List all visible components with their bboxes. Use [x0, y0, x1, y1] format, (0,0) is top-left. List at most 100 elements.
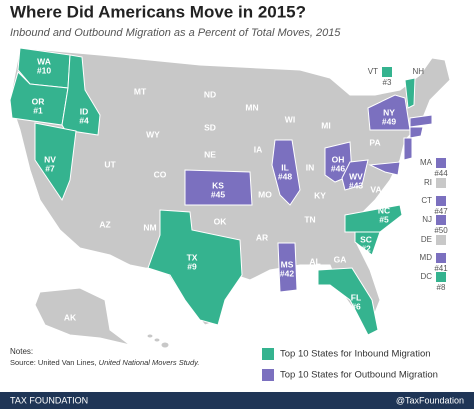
callout-swatch — [436, 272, 446, 282]
state-rank: #45 — [211, 189, 225, 199]
state-abbr: IL — [281, 162, 289, 172]
state-rank: #48 — [278, 171, 292, 181]
callout-abbr: DE — [421, 235, 432, 244]
state-abbr: WI — [285, 114, 295, 124]
state-rank: #46 — [331, 163, 345, 173]
state-abbr: FL — [351, 292, 361, 302]
state-abbr: WV — [349, 171, 363, 181]
subtitle: Inbound and Outbound Migration as a Perc… — [10, 27, 341, 39]
callout-abbr: VT — [368, 67, 378, 76]
state-abbr: CO — [154, 169, 167, 179]
footer-brand: TAX FOUNDATION — [10, 395, 88, 405]
state-rank: #4 — [79, 115, 89, 125]
callout-rank: #50 — [434, 226, 448, 235]
state-shape — [354, 231, 381, 256]
state-abbr: GA — [334, 254, 347, 264]
state-rank: #1 — [33, 105, 43, 115]
state-shapes — [9, 47, 433, 336]
state-abbr: OK — [214, 216, 228, 226]
callout-abbr: MA — [420, 158, 433, 167]
state-shape — [147, 209, 243, 326]
state-abbr: SD — [204, 122, 216, 132]
callout-swatch — [436, 235, 446, 245]
callout-rank: #41 — [434, 264, 448, 273]
state-abbr: AR — [256, 232, 268, 242]
state-rank: #5 — [379, 214, 389, 224]
source-italic: United National Movers Study. — [99, 358, 200, 367]
callout-rank: #3 — [383, 78, 392, 87]
callout-swatch — [382, 67, 392, 77]
callout-swatch — [428, 67, 438, 77]
legend-label: Top 10 States for Inbound Migration — [280, 349, 431, 360]
state-abbr: OH — [332, 154, 345, 164]
state-abbr: WA — [37, 56, 51, 66]
callout-abbr: DC — [420, 272, 432, 281]
state-abbr: VA — [370, 184, 381, 194]
callout-rank: #47 — [434, 207, 448, 216]
state-shape — [341, 159, 369, 191]
state-abbr: KS — [212, 180, 224, 190]
state-abbr: NY — [383, 107, 395, 117]
state-abbr: UT — [104, 159, 116, 169]
notes-source: Source: United Van Lines, United Nationa… — [10, 358, 199, 367]
state-rank: #10 — [37, 65, 51, 75]
state-shape — [403, 137, 413, 161]
state-shape — [409, 114, 433, 128]
state-rank: #6 — [351, 301, 361, 311]
state-abbr: MO — [258, 189, 272, 199]
callout-abbr: MD — [420, 253, 433, 262]
state-abbr: MT — [134, 86, 147, 96]
callout-abbr: NJ — [422, 215, 432, 224]
state-abbr: ID — [80, 106, 89, 116]
callout-swatch — [436, 196, 446, 206]
state-rank: #43 — [349, 180, 363, 190]
state-abbr: WY — [146, 129, 160, 139]
state-abbr: LA — [259, 279, 270, 289]
state-shape — [61, 54, 101, 136]
callout-rank: #8 — [437, 283, 446, 292]
state-rank: #49 — [382, 116, 396, 126]
state-abbr: HI — [139, 339, 148, 349]
callout-abbr: RI — [424, 178, 432, 187]
state-shape — [404, 77, 416, 109]
state-abbr: NE — [204, 149, 216, 159]
title: Where Did Americans Move in 2015? — [10, 2, 306, 21]
state-abbr: NV — [44, 154, 56, 164]
state-shape — [34, 122, 77, 202]
state-shape — [344, 204, 403, 233]
state-rank: #42 — [280, 268, 294, 278]
state-abbr: TN — [304, 214, 315, 224]
callout-swatch — [436, 178, 446, 188]
state-abbr: AL — [309, 256, 320, 266]
state-abbr: IA — [254, 144, 263, 154]
state-abbr: ND — [204, 89, 216, 99]
state-abbr: NC — [378, 205, 390, 215]
state-shape — [184, 169, 253, 206]
notes-heading: Notes: — [10, 347, 33, 356]
state-abbr: OR — [32, 96, 45, 106]
state-rank: #9 — [187, 261, 197, 271]
callout-swatch — [436, 215, 446, 225]
legend: Top 10 States for Inbound Migration Top 1… — [262, 348, 438, 381]
legend-label: Top 10 States for Outbound Migration — [280, 370, 438, 381]
legend-swatch — [262, 369, 274, 381]
legend-swatch — [262, 348, 274, 360]
callout-abbr: NH — [412, 67, 424, 76]
footer-handle: @TaxFoundation — [396, 395, 464, 405]
state-abbr: IN — [306, 162, 315, 172]
state-shape — [271, 139, 301, 206]
state-abbr: NM — [143, 222, 156, 232]
state-rank: #2 — [361, 243, 371, 253]
state-abbr: CA — [34, 204, 46, 214]
callout-rank: #44 — [434, 169, 448, 178]
source-text: Source: United Van Lines, — [10, 358, 99, 367]
state-abbr: PA — [369, 137, 380, 147]
footer-bar — [0, 392, 474, 409]
state-abbr: MS — [281, 259, 294, 269]
state-shape — [317, 267, 379, 336]
state-shape — [277, 242, 298, 293]
state-rank: #7 — [45, 163, 55, 173]
callout-abbr: CT — [421, 196, 432, 205]
